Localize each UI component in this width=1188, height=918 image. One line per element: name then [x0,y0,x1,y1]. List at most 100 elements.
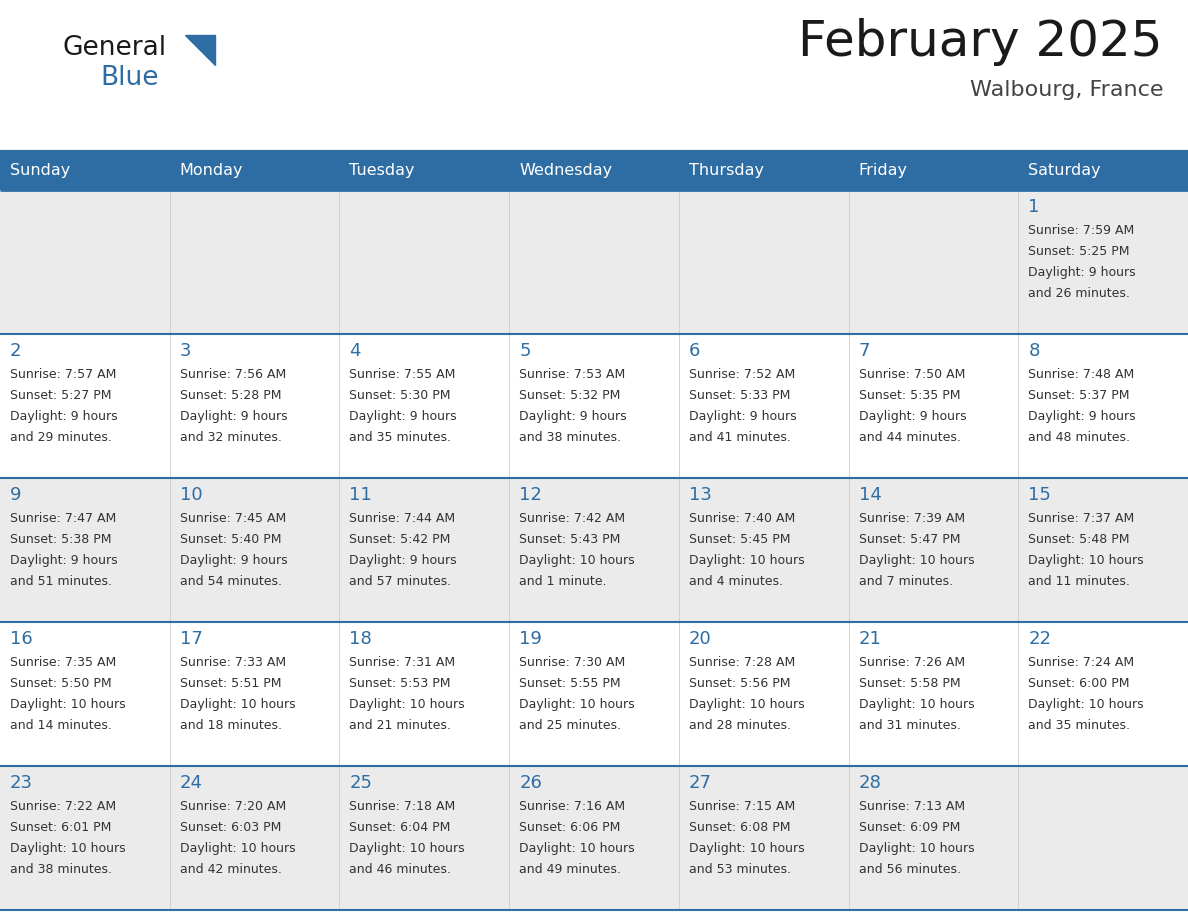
Text: Sunset: 5:33 PM: Sunset: 5:33 PM [689,389,790,402]
Text: and 38 minutes.: and 38 minutes. [10,863,112,876]
Bar [0,478,1188,622]
Text: Daylight: 9 hours: Daylight: 9 hours [10,554,118,567]
Text: Sunset: 5:56 PM: Sunset: 5:56 PM [689,677,790,690]
Text: Sunset: 5:47 PM: Sunset: 5:47 PM [859,533,960,546]
Text: and 46 minutes.: and 46 minutes. [349,863,451,876]
Text: 15: 15 [1029,486,1051,504]
Text: Daylight: 10 hours: Daylight: 10 hours [179,698,296,711]
Text: and 51 minutes.: and 51 minutes. [10,575,112,588]
Text: Thursday: Thursday [689,163,764,178]
Bar [0,766,1188,910]
Text: 5: 5 [519,342,531,360]
Bar [0,334,1188,478]
Text: and 49 minutes.: and 49 minutes. [519,863,621,876]
Text: Sunset: 6:00 PM: Sunset: 6:00 PM [1029,677,1130,690]
Text: Sunset: 5:40 PM: Sunset: 5:40 PM [179,533,282,546]
Text: and 54 minutes.: and 54 minutes. [179,575,282,588]
Text: and 35 minutes.: and 35 minutes. [349,431,451,444]
Text: Sunset: 5:53 PM: Sunset: 5:53 PM [349,677,451,690]
Text: 23: 23 [10,774,33,792]
Text: 3: 3 [179,342,191,360]
Text: Sunrise: 7:44 AM: Sunrise: 7:44 AM [349,512,455,525]
Text: Daylight: 10 hours: Daylight: 10 hours [689,842,804,855]
Text: General: General [62,35,166,61]
Text: Daylight: 9 hours: Daylight: 9 hours [519,410,627,423]
Polygon shape [185,35,215,65]
Text: and 18 minutes.: and 18 minutes. [179,719,282,732]
Text: and 41 minutes.: and 41 minutes. [689,431,791,444]
Text: Sunset: 6:09 PM: Sunset: 6:09 PM [859,821,960,834]
Text: Sunrise: 7:52 AM: Sunrise: 7:52 AM [689,368,795,381]
Text: Sunrise: 7:56 AM: Sunrise: 7:56 AM [179,368,286,381]
Text: Sunset: 6:04 PM: Sunset: 6:04 PM [349,821,450,834]
Text: and 21 minutes.: and 21 minutes. [349,719,451,732]
Bar [678,152,848,190]
Text: Sunrise: 7:45 AM: Sunrise: 7:45 AM [179,512,286,525]
Text: 25: 25 [349,774,372,792]
Text: and 4 minutes.: and 4 minutes. [689,575,783,588]
Text: Sunset: 5:37 PM: Sunset: 5:37 PM [1029,389,1130,402]
Text: Sunset: 5:38 PM: Sunset: 5:38 PM [10,533,112,546]
Text: Daylight: 10 hours: Daylight: 10 hours [689,698,804,711]
Text: and 42 minutes.: and 42 minutes. [179,863,282,876]
Text: Sunset: 5:55 PM: Sunset: 5:55 PM [519,677,621,690]
Text: 28: 28 [859,774,881,792]
Text: 24: 24 [179,774,203,792]
Text: Sunrise: 7:59 AM: Sunrise: 7:59 AM [1029,224,1135,237]
Text: 6: 6 [689,342,700,360]
Text: Daylight: 9 hours: Daylight: 9 hours [349,410,457,423]
Text: Sunrise: 7:13 AM: Sunrise: 7:13 AM [859,800,965,813]
Text: and 48 minutes.: and 48 minutes. [1029,431,1130,444]
Text: and 56 minutes.: and 56 minutes. [859,863,961,876]
Text: 21: 21 [859,630,881,648]
Text: and 53 minutes.: and 53 minutes. [689,863,791,876]
Text: Daylight: 10 hours: Daylight: 10 hours [179,842,296,855]
Text: and 28 minutes.: and 28 minutes. [689,719,791,732]
Text: Sunset: 6:06 PM: Sunset: 6:06 PM [519,821,620,834]
Text: 27: 27 [689,774,712,792]
Text: 10: 10 [179,486,202,504]
Text: Daylight: 10 hours: Daylight: 10 hours [519,554,634,567]
Text: Sunset: 5:51 PM: Sunset: 5:51 PM [179,677,282,690]
Text: Sunset: 5:58 PM: Sunset: 5:58 PM [859,677,960,690]
Text: Sunday: Sunday [10,163,70,178]
Text: 9: 9 [10,486,21,504]
Text: 7: 7 [859,342,870,360]
Text: Sunrise: 7:20 AM: Sunrise: 7:20 AM [179,800,286,813]
Text: Blue: Blue [100,65,158,91]
Text: Sunrise: 7:15 AM: Sunrise: 7:15 AM [689,800,795,813]
Text: Sunset: 6:08 PM: Sunset: 6:08 PM [689,821,790,834]
Text: Daylight: 9 hours: Daylight: 9 hours [859,410,966,423]
Text: Daylight: 10 hours: Daylight: 10 hours [349,698,465,711]
Text: Daylight: 10 hours: Daylight: 10 hours [519,842,634,855]
Text: and 14 minutes.: and 14 minutes. [10,719,112,732]
Text: 2: 2 [10,342,21,360]
Text: Daylight: 9 hours: Daylight: 9 hours [10,410,118,423]
Text: Daylight: 10 hours: Daylight: 10 hours [10,842,126,855]
Text: Sunset: 5:43 PM: Sunset: 5:43 PM [519,533,620,546]
Text: 11: 11 [349,486,372,504]
Text: Sunrise: 7:18 AM: Sunrise: 7:18 AM [349,800,456,813]
Text: and 1 minute.: and 1 minute. [519,575,607,588]
Text: Wednesday: Wednesday [519,163,612,178]
Text: 17: 17 [179,630,203,648]
Bar [340,152,510,190]
Text: and 38 minutes.: and 38 minutes. [519,431,621,444]
Text: 14: 14 [859,486,881,504]
Text: Sunrise: 7:24 AM: Sunrise: 7:24 AM [1029,656,1135,669]
Text: Sunrise: 7:42 AM: Sunrise: 7:42 AM [519,512,625,525]
Text: Daylight: 10 hours: Daylight: 10 hours [689,554,804,567]
Text: 13: 13 [689,486,712,504]
Text: Sunrise: 7:30 AM: Sunrise: 7:30 AM [519,656,625,669]
Text: Sunrise: 7:26 AM: Sunrise: 7:26 AM [859,656,965,669]
Text: Daylight: 10 hours: Daylight: 10 hours [1029,698,1144,711]
Text: Daylight: 10 hours: Daylight: 10 hours [10,698,126,711]
Text: and 57 minutes.: and 57 minutes. [349,575,451,588]
Text: Sunrise: 7:33 AM: Sunrise: 7:33 AM [179,656,286,669]
Text: Sunset: 6:01 PM: Sunset: 6:01 PM [10,821,112,834]
Text: Daylight: 10 hours: Daylight: 10 hours [859,554,974,567]
Text: Daylight: 10 hours: Daylight: 10 hours [859,842,974,855]
Text: Daylight: 10 hours: Daylight: 10 hours [519,698,634,711]
Text: Daylight: 10 hours: Daylight: 10 hours [349,842,465,855]
Text: 19: 19 [519,630,542,648]
